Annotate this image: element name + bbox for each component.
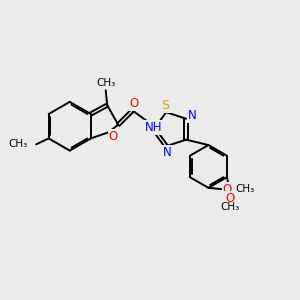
Text: CH₃: CH₃ <box>96 78 115 88</box>
Text: O: O <box>129 98 139 110</box>
Text: O: O <box>109 130 118 142</box>
Text: CH₃: CH₃ <box>8 140 27 149</box>
Text: O: O <box>223 183 232 196</box>
Text: NH: NH <box>145 121 162 134</box>
Text: CH₃: CH₃ <box>236 184 255 194</box>
Text: N: N <box>163 146 172 159</box>
Text: CH₃: CH₃ <box>220 202 240 212</box>
Text: O: O <box>225 192 235 205</box>
Text: S: S <box>162 99 170 112</box>
Text: N: N <box>188 109 197 122</box>
